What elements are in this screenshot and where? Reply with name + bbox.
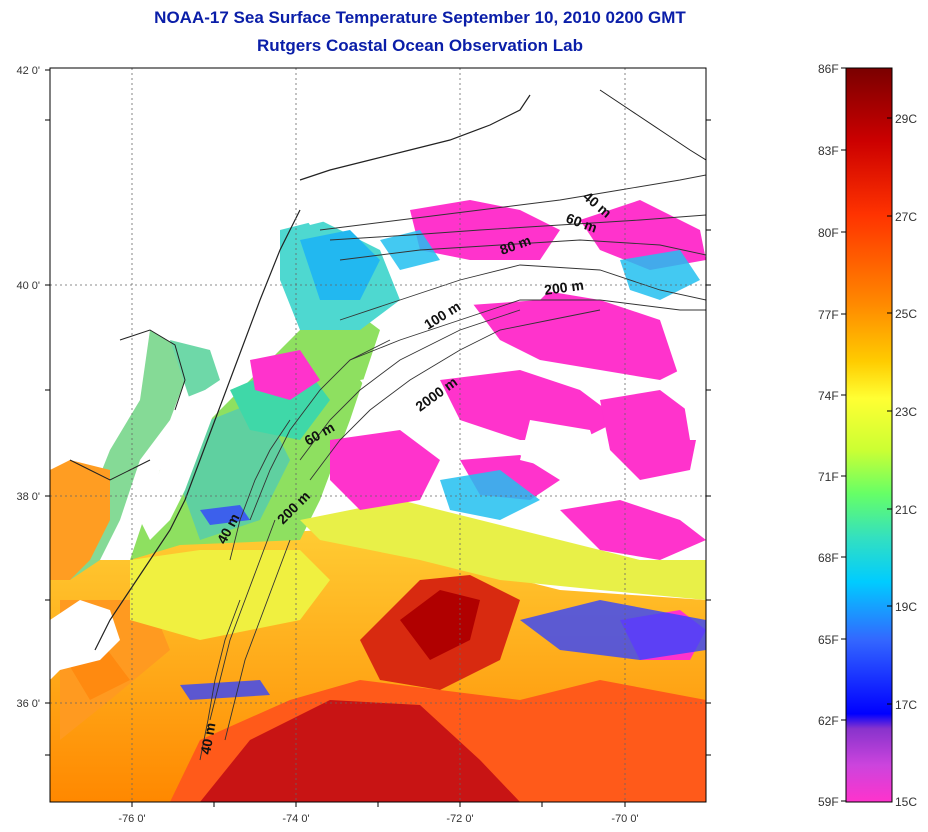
colorbar-f-label: 71F [818,470,839,484]
lon-tick-label: -74 0' [282,813,309,825]
colorbar-f-label: 86F [818,62,839,76]
colorbar-c-label: 25C [895,307,917,321]
colorbar-f-label: 62F [818,714,839,728]
colorbar: 86F 83F 80F 77F 74F 71F 68F 65F 62F 59F … [818,62,917,809]
colorbar-f-label: 80F [818,226,839,240]
lat-tick-label: 38 0' [16,491,40,503]
colorbar-f-label: 74F [818,389,839,403]
lon-tick-label: -70 0' [611,813,638,825]
depth-label: 200 m [543,277,585,298]
map-subtitle: Rutgers Coastal Ocean Observation Lab [257,36,583,55]
lon-tick-label: -76 0' [118,813,145,825]
colorbar-scale [845,67,893,803]
colorbar-c-label: 17C [895,698,917,712]
colorbar-c-label: 29C [895,112,917,126]
map-title: NOAA-17 Sea Surface Temperature Septembe… [154,8,686,27]
lat-tick-label: 40 0' [16,280,40,292]
lat-tick-label: 42 0' [16,65,40,77]
colorbar-f-label: 68F [818,551,839,565]
colorbar-c-label: 21C [895,503,917,517]
colorbar-f-label: 65F [818,633,839,647]
lon-tick-label: -72 0' [446,813,473,825]
colorbar-c-label: 15C [895,795,917,809]
colorbar-f-label: 77F [818,308,839,322]
depth-label: 40 m [197,721,218,755]
colorbar-f-label: 83F [818,144,839,158]
colorbar-c-label: 27C [895,210,917,224]
sst-field: 40 m 60 m 80 m 200 m 100 m 2000 m 60 m 2… [50,68,706,802]
lat-tick-label: 36 0' [16,698,40,710]
colorbar-c-label: 23C [895,405,917,419]
colorbar-c-label: 19C [895,600,917,614]
colorbar-f-label: 59F [818,795,839,809]
